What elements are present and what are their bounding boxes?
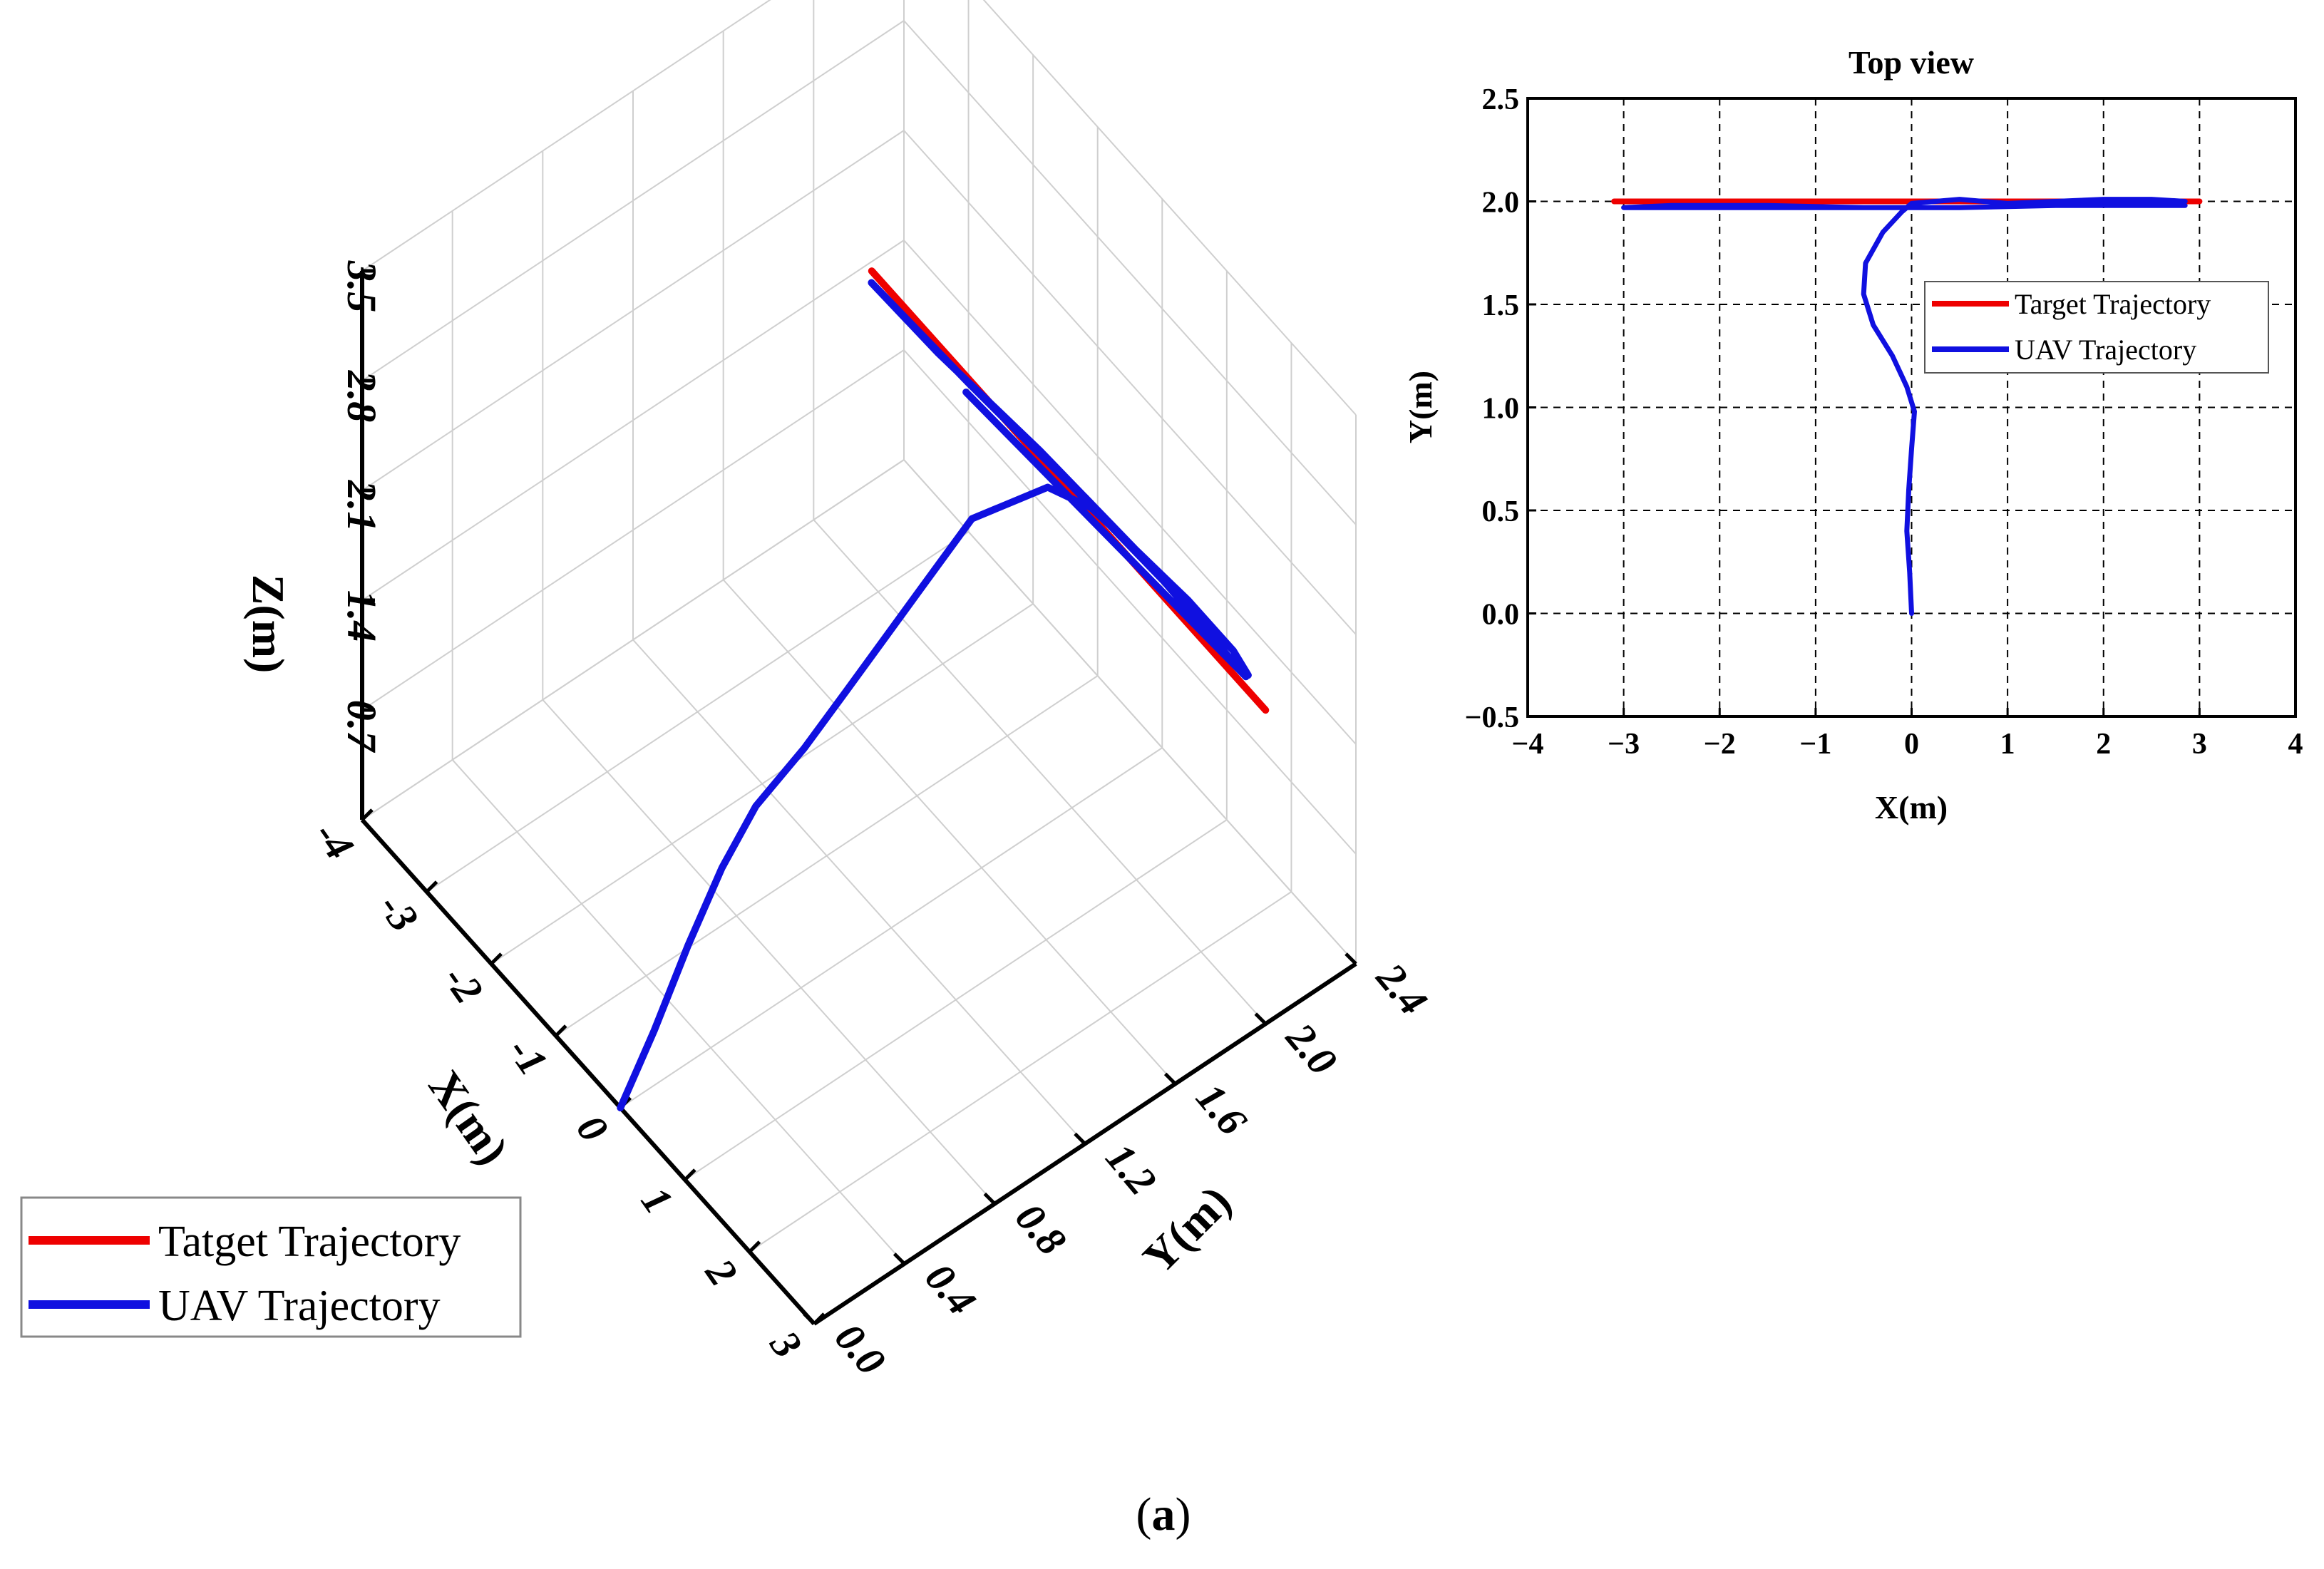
tick-label-top-x: −1 [1799, 728, 1831, 761]
tick-3d-y [1074, 1132, 1086, 1146]
tick-label-3d-z: 3.5 [339, 260, 385, 313]
tick-label-top-x: −3 [1608, 728, 1640, 761]
tick-label-top-x: 4 [2288, 728, 2303, 761]
tick-label-top-y: −0.5 [1465, 701, 1519, 734]
legend-3d-uav-label: UAV Trajectory [158, 1282, 441, 1330]
tick-3d-y [1344, 952, 1357, 965]
grid-3d-floor-y-line [722, 579, 1176, 1085]
grid-3d-wall-z-line [361, 0, 771, 272]
caption-letter: a [1152, 1488, 1176, 1540]
plot-top-view-frame [1526, 97, 2297, 718]
tick-3d-y [1163, 1072, 1177, 1086]
tick-3d-x [361, 808, 374, 821]
grid-3d-wall-z-line [361, 20, 905, 381]
tick-label-top-y: 1.5 [1482, 289, 1520, 322]
legend-3d-target-label: Tatget Trajectory [158, 1218, 461, 1266]
tick-3d-x [684, 1168, 696, 1181]
series-3d-target-line [868, 267, 1270, 714]
legend-top-uav-label: UAV Trajectory [2015, 334, 2196, 366]
tick-3d-y [983, 1192, 997, 1205]
grid-3d-floor-y-line [813, 519, 1267, 1024]
plot-3d-series [617, 267, 1270, 1111]
tick-3d-x [748, 1240, 761, 1253]
tick-label-top-x: 2 [2096, 728, 2111, 761]
plot-3d-z-axis-label: Z(m) [243, 575, 294, 674]
figure-caption: (a) [1136, 1488, 1191, 1540]
tick-label-top-y: 0.0 [1482, 599, 1520, 632]
tick-label-top-y: 0.5 [1482, 495, 1520, 528]
tick-label-top-x: −2 [1704, 728, 1736, 761]
tick-3d-x [554, 1024, 567, 1037]
tick-3d-y [803, 1312, 816, 1325]
tick-label-3d-z: 2.1 [339, 480, 385, 533]
series-top-uav-line [1621, 197, 2188, 616]
plot-top-view-title: Top view [1849, 44, 1974, 81]
tick-3d-y [893, 1252, 906, 1265]
tick-3d-y [1254, 1012, 1268, 1025]
grid-3d-side-z-line [903, 130, 1357, 635]
tick-label-3d-z: 2.8 [339, 370, 385, 423]
grid-3d-wall-z-line [361, 349, 905, 711]
grid-3d-side-z-line [903, 349, 1357, 855]
grid-3d-side-z-line [903, 459, 1357, 964]
plot-top-view-legend: Target Trajectory UAV Trajectory [1924, 281, 2269, 374]
tick-label-top-y: 1.0 [1482, 393, 1520, 426]
tick-label-3d-z: 1.4 [339, 590, 385, 642]
plot-top-view-tick-labels: −4 −3 −2 −1 0 1 2 3 4 −0.5 0.0 0.5 1.0 1.5 2.0 2.5 [1465, 83, 2303, 761]
tick-label-top-x: 1 [2000, 728, 2015, 761]
plot-top-view-series [1611, 197, 2203, 616]
grid-3d-side-z-line [982, 0, 1357, 416]
plot-top-view: Top view −4 −3 −2 −1 0 1 2 3 4 −0.5 0.0 0.5 1.0 1.5 2.… [1402, 44, 2303, 825]
grid-3d-wall-z-line [361, 130, 905, 491]
legend-top-target-label: Target Trajectory [2015, 288, 2211, 320]
tick-label-top-x: −4 [1512, 728, 1544, 761]
plot-3d-legend: Tatget Trajectory UAV Trajectory [20, 1196, 522, 1338]
grid-3d-floor-y-line [632, 639, 1086, 1145]
plot-top-view-x-axis-label: X(m) [1875, 789, 1948, 825]
tick-3d-x [813, 1312, 826, 1325]
plot-top-view-y-axis-label: Y(m) [1402, 371, 1439, 443]
plot-3d-axes [360, 269, 1357, 1326]
tick-label-top-x: 0 [1904, 728, 1919, 761]
tick-3d-x [490, 952, 503, 965]
caption-open-paren: ( [1136, 1488, 1152, 1540]
grid-3d-floor-y-line [542, 699, 996, 1205]
grid-3d-floor-y-line [451, 759, 905, 1265]
tick-label-3d-z: 0.7 [339, 700, 385, 753]
tick-label-top-y: 2.0 [1482, 187, 1520, 220]
series-3d-uav-line [617, 279, 1252, 1111]
grid-3d-wall-z-line [361, 240, 905, 601]
tick-label-top-y: 2.5 [1482, 83, 1520, 116]
tick-label-top-x: 3 [2192, 728, 2207, 761]
axis-3d-x [360, 818, 816, 1326]
grid-3d-side-z-line [903, 20, 1357, 525]
tick-3d-x [425, 880, 438, 893]
grid-3d-side-z-line [903, 240, 1357, 745]
grid-3d-wall-z-line [361, 459, 905, 820]
caption-close-paren: ) [1176, 1488, 1191, 1540]
